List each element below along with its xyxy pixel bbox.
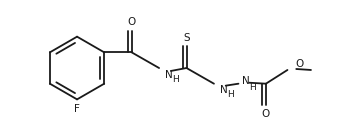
Text: N: N bbox=[220, 85, 228, 95]
Text: F: F bbox=[74, 104, 80, 114]
Text: H: H bbox=[227, 90, 233, 99]
Text: H: H bbox=[172, 75, 178, 84]
Text: O: O bbox=[262, 109, 270, 119]
Text: O: O bbox=[295, 59, 303, 69]
Text: O: O bbox=[127, 17, 136, 27]
Text: H: H bbox=[249, 83, 256, 92]
Text: N: N bbox=[242, 76, 250, 86]
Text: N: N bbox=[165, 70, 173, 80]
Text: S: S bbox=[183, 33, 190, 43]
